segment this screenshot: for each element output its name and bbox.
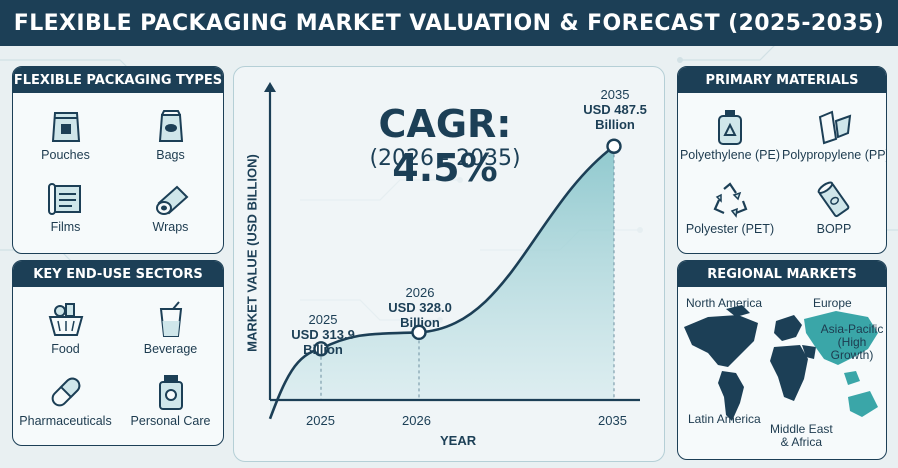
region-label-mea-line1: Middle East: [770, 422, 833, 436]
point-label-2026-value: USD 328.0: [388, 300, 452, 315]
capsule-icon: [51, 377, 80, 407]
film-icon: [47, 183, 81, 215]
x-tick-2026: 2026: [402, 413, 431, 428]
mea-shape: [770, 345, 808, 401]
page-title: FLEXIBLE PACKAGING MARKET VALUATION & FO…: [13, 10, 885, 36]
point-label-2026-unit: Billion: [400, 315, 440, 330]
material-item-pp: Polypropylene (PP): [782, 109, 886, 162]
x-tick-2025: 2025: [306, 413, 335, 428]
end-use-heading: KEY END-USE SECTORS: [13, 261, 223, 287]
packaging-label-wraps: Wraps: [152, 220, 189, 234]
packaging-label-films: Films: [50, 220, 81, 234]
point-label-2035-year: 2035: [600, 87, 630, 102]
title-bar: FLEXIBLE PACKAGING MARKET VALUATION & FO…: [0, 0, 898, 46]
point-label-2035-unit: Billion: [595, 117, 635, 132]
y-axis-title: MARKET VALUE (USD BILLION): [244, 154, 260, 352]
film-roll-icon: [817, 181, 850, 218]
cagr-value: CAGR: 4.5%: [378, 102, 512, 190]
regions-panel: REGIONAL MARKETS North America Europe As…: [677, 260, 887, 460]
point-label-2026-year: 2026: [405, 285, 435, 300]
point-label-2035-value: USD 487.5: [583, 102, 647, 117]
region-label-asia-pacific-note: (High Growth): [830, 335, 874, 362]
point-label-2025: 2025 USD 313.9 Billion: [280, 312, 366, 357]
materials-panel: PRIMARY MATERIALS Polyethylene (PE) Poly…: [677, 66, 887, 254]
film-strip-icon: [818, 110, 852, 145]
north-america-shape: [684, 315, 758, 367]
material-label-pe: Polyethylene (PE): [679, 148, 781, 162]
asia-pacific-shape: [804, 311, 878, 365]
material-item-pe: Polyethylene (PE): [678, 109, 782, 162]
region-label-latin-america: Latin America: [688, 412, 761, 426]
point-label-2025-year: 2025: [308, 312, 338, 327]
packaging-item-films: Films: [13, 181, 118, 234]
beverage-cup-icon: [159, 301, 182, 337]
packaging-item-pouches: Pouches: [13, 109, 118, 162]
chart-area-fill: [270, 146, 614, 419]
material-label-pp: Polypropylene (PP): [782, 148, 887, 162]
end-use-item-food: Food: [13, 301, 118, 356]
x-axis-title: YEAR: [440, 433, 477, 448]
data-point-2026: [411, 324, 427, 341]
material-item-bopp: BOPP: [782, 181, 886, 236]
recycle-arrows-icon: [713, 182, 748, 218]
chart-series-line: [268, 145, 615, 420]
point-label-2025-value: USD 313.9: [291, 327, 355, 342]
region-label-north-america: North America: [686, 296, 763, 310]
end-use-label-beverage: Beverage: [143, 342, 198, 356]
food-basket-icon: [48, 303, 83, 336]
packaging-label-bags: Bags: [156, 148, 185, 162]
end-use-item-beverage: Beverage: [118, 301, 223, 356]
region-label-mea-line2: & Africa: [780, 435, 823, 449]
world-map: [684, 305, 878, 421]
europe-shape: [774, 315, 802, 341]
region-label-mea: Middle East & Africa: [770, 423, 833, 449]
end-use-label-food: Food: [51, 342, 80, 356]
recycle-bottle-icon: [718, 110, 742, 145]
y-axis-arrow: [264, 82, 276, 92]
end-use-label-personal-care: Personal Care: [130, 414, 211, 428]
region-label-asia-pacific-name: Asia-Pacific: [820, 322, 884, 336]
material-item-pet: Polyester (PET): [678, 181, 782, 236]
packaging-label-pouches: Pouches: [41, 148, 90, 162]
point-label-2026: 2026 USD 328.0 Billion: [377, 285, 463, 330]
end-use-label-pharmaceuticals: Pharmaceuticals: [19, 414, 112, 428]
packaging-item-wraps: Wraps: [118, 181, 223, 234]
latin-america-shape: [718, 371, 744, 421]
material-label-bopp: BOPP: [816, 222, 852, 236]
bag-icon: [158, 110, 183, 142]
material-label-pet: Polyester (PET): [685, 222, 775, 236]
packaging-types-panel: FLEXIBLE PACKAGING TYPES Pouches Bags: [12, 66, 224, 254]
materials-heading: PRIMARY MATERIALS: [678, 67, 886, 93]
personal-care-bottle-icon: [158, 375, 183, 410]
pouch-icon: [51, 112, 80, 142]
end-use-panel: KEY END-USE SECTORS Food Beverage: [12, 260, 224, 446]
x-tick-2035: 2035: [598, 413, 627, 428]
data-point-2035: [606, 138, 622, 154]
end-use-item-personal-care: Personal Care: [118, 373, 223, 428]
end-use-item-pharmaceuticals: Pharmaceuticals: [13, 373, 118, 428]
packaging-item-bags: Bags: [118, 109, 223, 162]
packaging-types-heading: FLEXIBLE PACKAGING TYPES: [13, 67, 223, 93]
wrap-roll-icon: [155, 185, 188, 215]
cagr-range: (2026 - 2035): [369, 146, 521, 171]
regions-heading: REGIONAL MARKETS: [678, 261, 886, 287]
region-label-asia-pacific: Asia-Pacific (High Growth): [818, 323, 886, 362]
point-label-2025-unit: Billion: [303, 342, 343, 357]
region-label-europe: Europe: [813, 296, 852, 310]
data-point-2025: [313, 341, 329, 357]
point-label-2035: 2035 USD 487.5 Billion: [572, 87, 658, 132]
